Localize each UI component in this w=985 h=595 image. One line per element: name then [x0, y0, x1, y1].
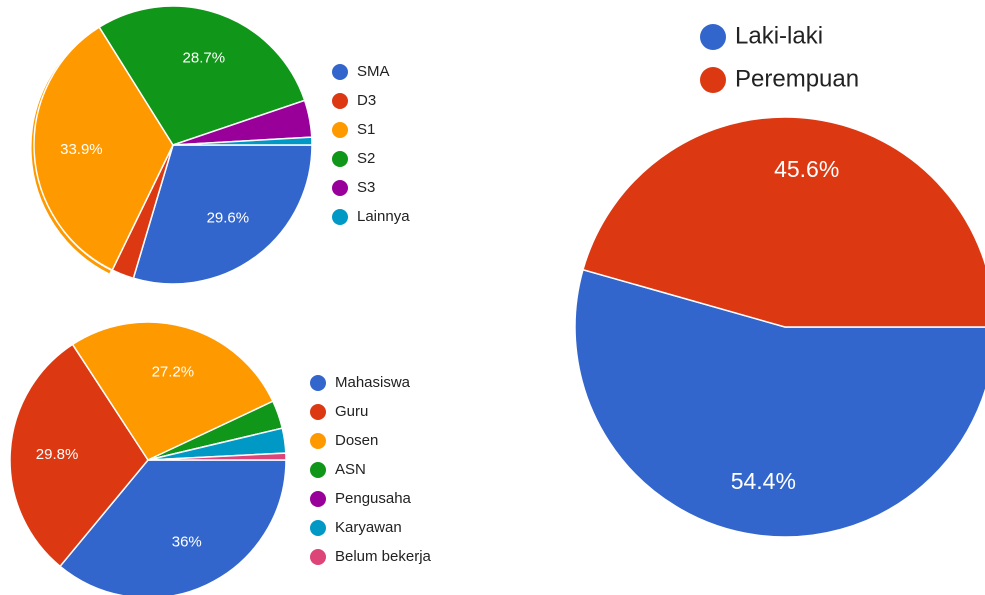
legend-label: Pengusaha — [335, 490, 412, 507]
slice-label: 29.6% — [207, 210, 250, 227]
pie-slice — [58, 459, 287, 595]
legend-label: SMA — [357, 63, 390, 80]
slice-label: 27.2% — [152, 363, 195, 380]
slice-label: 28.7% — [183, 50, 226, 67]
legend-swatch — [310, 462, 326, 478]
legend-label: Lainnya — [357, 208, 410, 225]
legend-swatch — [310, 491, 326, 507]
pie-slice — [9, 343, 149, 568]
legend-label: Belum bekerja — [335, 548, 432, 565]
slice-label: 54.4% — [731, 468, 796, 494]
slice-label: 29.8% — [36, 446, 79, 463]
slice-label: 33.9% — [60, 141, 103, 158]
legend-label: Perempuan — [735, 65, 859, 92]
legend-label: S3 — [357, 179, 375, 196]
legend-swatch — [310, 375, 326, 391]
pie-slice — [147, 452, 287, 461]
pie-slice — [98, 5, 306, 146]
legend-swatch — [310, 549, 326, 565]
legend-label: D3 — [357, 92, 376, 109]
legend-label: Dosen — [335, 432, 378, 449]
legend-label: S1 — [357, 121, 375, 138]
legend-swatch — [332, 180, 348, 196]
legend-label: Karyawan — [335, 519, 402, 536]
slice-label: 45.6% — [774, 156, 839, 182]
legend-swatch — [332, 209, 348, 225]
legend-label: Laki-laki — [735, 22, 823, 49]
pie-slice — [574, 268, 985, 538]
legend-swatch — [310, 404, 326, 420]
legend-label: Mahasiswa — [335, 374, 411, 391]
legend-swatch — [310, 520, 326, 536]
pie-slice — [132, 144, 313, 285]
legend-swatch — [332, 64, 348, 80]
legend-swatch — [310, 433, 326, 449]
pie-slice — [172, 136, 313, 146]
legend-label: ASN — [335, 461, 366, 478]
pie-slice — [33, 26, 174, 272]
legend-swatch — [700, 24, 726, 50]
legend-swatch — [700, 67, 726, 93]
legend-swatch — [332, 93, 348, 109]
legend-swatch — [332, 122, 348, 138]
legend-label: S2 — [357, 150, 375, 167]
legend-label: Guru — [335, 403, 368, 420]
pie-slice — [71, 321, 274, 461]
pie-slice — [582, 116, 985, 328]
slice-label: 36% — [172, 533, 202, 550]
legend-swatch — [332, 151, 348, 167]
